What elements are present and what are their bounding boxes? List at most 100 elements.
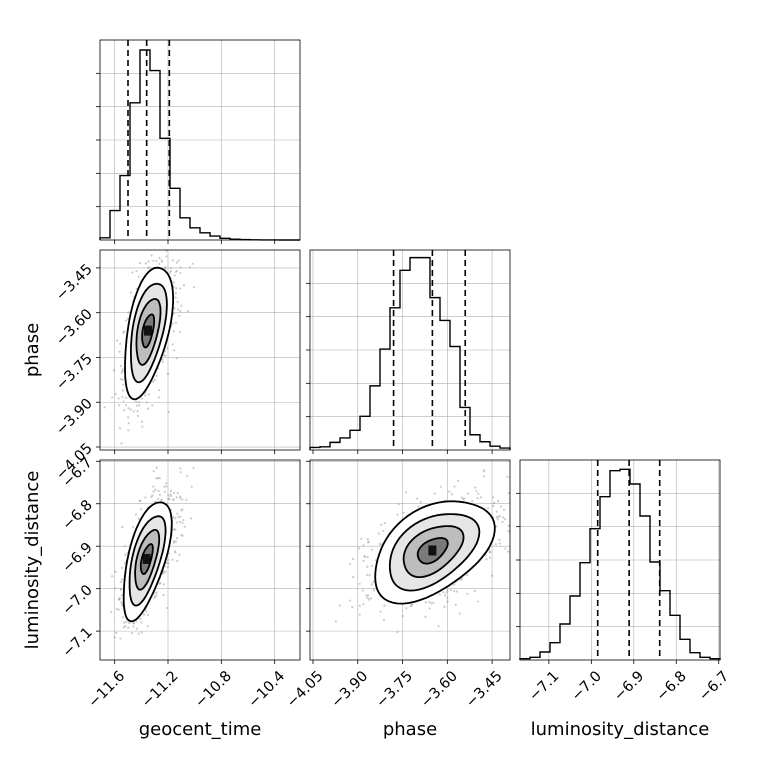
hist-phase-bin xyxy=(420,258,430,450)
scatter-point xyxy=(409,605,413,608)
scatter-point xyxy=(152,485,155,488)
scatter-point xyxy=(182,284,186,287)
scatter-geocent-time-vs-phase-contour-line xyxy=(141,313,156,349)
scatter-point xyxy=(174,270,177,274)
scatter-point xyxy=(175,357,178,360)
scatter-point xyxy=(114,587,117,590)
scatter-point xyxy=(119,377,122,381)
scatter-point xyxy=(126,317,130,320)
scatter-point xyxy=(155,594,158,597)
scatter-point xyxy=(383,522,386,525)
scatter-point xyxy=(450,493,454,496)
scatter-point xyxy=(371,548,374,551)
scatter-point xyxy=(488,556,492,559)
scatter-point xyxy=(122,383,125,386)
scatter-point xyxy=(410,603,413,606)
scatter-point xyxy=(466,592,469,595)
scatter-phase-vs-luminosity-distance-frame xyxy=(309,459,511,661)
scatter-point xyxy=(167,498,170,501)
scatter-point xyxy=(367,541,370,544)
scatter-point xyxy=(173,274,176,277)
scatter-point xyxy=(358,613,361,616)
scatter-point xyxy=(158,582,161,585)
scatter-point xyxy=(172,330,175,333)
scatter-point xyxy=(479,496,483,499)
scatter-point xyxy=(167,558,170,561)
scatter-point xyxy=(433,492,436,495)
scatter-point xyxy=(116,339,119,342)
scatter-point xyxy=(190,517,193,520)
scatter-point xyxy=(123,621,126,624)
scatter-point xyxy=(111,396,114,399)
scatter-point xyxy=(166,565,170,569)
scatter-point xyxy=(135,404,139,407)
scatter-point xyxy=(357,547,361,550)
scatter-point xyxy=(138,499,141,502)
scatter-point xyxy=(172,540,176,543)
scatter-point xyxy=(120,578,124,581)
scatter-point xyxy=(192,286,196,289)
scatter-point xyxy=(366,596,369,599)
scatter-point xyxy=(504,547,507,550)
scatter-point xyxy=(174,321,178,324)
hist-phase-bin xyxy=(470,435,480,450)
scatter-point xyxy=(428,607,431,610)
hist-phase-bin xyxy=(380,349,390,450)
scatter-point xyxy=(129,291,132,294)
scatter-phase-vs-luminosity-distance-plot-area xyxy=(334,469,510,634)
scatter-point xyxy=(348,599,352,602)
scatter-point xyxy=(494,543,497,546)
scatter-point xyxy=(159,499,163,503)
scatter-point xyxy=(352,575,355,579)
scatter-point xyxy=(383,604,386,607)
scatter-point xyxy=(164,267,167,270)
scatter-point xyxy=(177,515,180,519)
scatter-phase-vs-luminosity-distance-contour-line xyxy=(402,525,465,578)
scatter-point xyxy=(115,607,118,610)
scatter-point xyxy=(507,491,510,495)
scatter-point xyxy=(362,544,365,547)
scatter-point xyxy=(180,509,183,512)
hist-luminosity-distance-step xyxy=(519,468,721,660)
hist-luminosity-distance-bin xyxy=(680,639,690,660)
scatter-geocent-time-vs-luminosity-distance-contour-line xyxy=(128,515,167,607)
scatter-point xyxy=(110,610,113,613)
scatter-point xyxy=(165,485,168,488)
hist-luminosity-distance-bin xyxy=(660,591,670,660)
y-axis-label-phase: phase xyxy=(22,323,43,377)
scatter-point xyxy=(169,489,173,493)
scatter-point xyxy=(452,583,456,586)
hist-geocent-time-bin xyxy=(200,233,210,240)
scatter-point xyxy=(446,600,449,603)
scatter-point xyxy=(171,343,174,346)
scatter-geocent-time-vs-phase-peak-cell xyxy=(144,325,152,336)
hist-geocent-time-bin xyxy=(150,71,160,240)
scatter-point xyxy=(446,589,449,592)
scatter-point xyxy=(183,525,187,528)
scatter-point xyxy=(119,637,122,640)
scatter-point xyxy=(454,603,457,606)
scatter-geocent-time-vs-phase-frame xyxy=(99,249,301,451)
scatter-point xyxy=(439,485,442,488)
scatter-point xyxy=(474,486,477,489)
scatter-point xyxy=(179,496,182,500)
scatter-point xyxy=(453,485,456,488)
scatter-point xyxy=(482,469,485,472)
scatter-point xyxy=(158,477,161,480)
scatter-point xyxy=(493,501,496,504)
scatter-point xyxy=(162,593,165,597)
scatter-point xyxy=(127,429,130,432)
scatter-point xyxy=(362,559,365,562)
scatter-point xyxy=(127,407,130,410)
scatter-point xyxy=(123,409,126,412)
scatter-point xyxy=(119,364,122,368)
hist-luminosity-distance-bin xyxy=(600,497,610,660)
scatter-point xyxy=(119,587,122,591)
scatter-point xyxy=(448,490,451,493)
scatter-point xyxy=(144,262,147,265)
scatter-point xyxy=(147,393,150,396)
hist-luminosity-distance-bin xyxy=(670,615,680,660)
scatter-point xyxy=(380,523,383,526)
scatter-point xyxy=(506,475,509,478)
scatter-point xyxy=(148,266,151,269)
